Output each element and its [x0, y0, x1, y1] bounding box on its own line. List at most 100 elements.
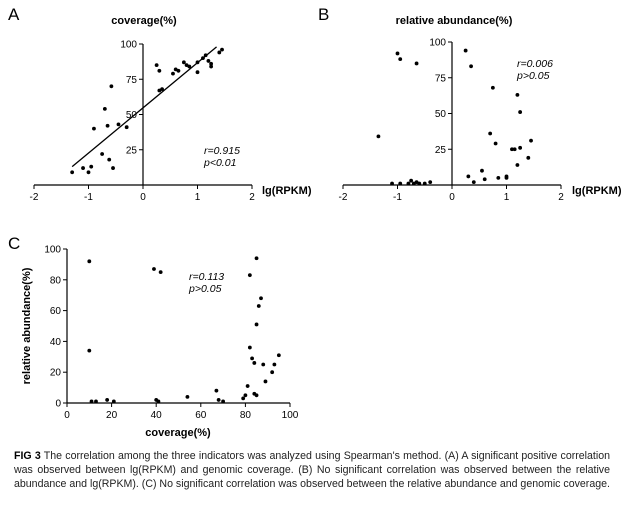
- panel-c-data-point: [105, 398, 110, 402]
- panel-b-x-tick-label: 0: [449, 192, 455, 203]
- panel-a-fit-line: [71, 46, 217, 168]
- panel-a-data-point: [105, 123, 110, 128]
- panel-b-data-point: [466, 174, 471, 179]
- panel-b-data-point: [482, 177, 487, 182]
- panel-b-data-point: [417, 181, 422, 186]
- panel-c-x-tick-label: 20: [106, 410, 118, 421]
- panel-a-data-point: [102, 106, 107, 111]
- panel-a-stat-p: p<0.01: [203, 157, 236, 169]
- panel-c-data-point: [221, 399, 226, 404]
- panel-c-stat-p: p>0.05: [188, 283, 222, 295]
- panel-c-data-point: [216, 398, 221, 402]
- panel-c-y-tick-label: 80: [50, 275, 62, 286]
- panel-a-data-point: [203, 53, 208, 58]
- panel-a-data-point: [157, 68, 162, 73]
- panel-b-y-tick-label: 25: [435, 145, 447, 156]
- panel-b-data-point: [515, 163, 520, 167]
- panel-c-data-point: [241, 396, 246, 401]
- panel-a-data-point: [160, 87, 164, 92]
- panel-c-data-point: [270, 370, 275, 375]
- panel-c-data-point: [272, 362, 277, 367]
- panel-c-x-tick-label: 60: [195, 410, 207, 421]
- panel-b-data-point: [463, 48, 468, 53]
- panel-a-data-point: [217, 50, 222, 55]
- panel-c-data-point: [247, 273, 252, 278]
- panel-c-y-tick-label: 60: [50, 306, 62, 317]
- panel-b-title: relative abundance(%): [396, 15, 513, 27]
- panel-c-data-point: [89, 399, 94, 404]
- panel-b-data-point: [469, 64, 473, 69]
- panel-b-data-point: [526, 155, 531, 160]
- panel-a-data-point: [107, 157, 112, 162]
- panel-a-data-point: [206, 59, 211, 63]
- panel-b-data-point: [504, 174, 509, 179]
- panel-c-data-point: [256, 304, 261, 308]
- panel-b-data-point: [471, 180, 476, 185]
- panel-c-y-tick-label: 0: [55, 399, 61, 410]
- panel-a-data-point: [220, 47, 224, 52]
- panel-a-data-point: [86, 170, 91, 175]
- panel-a-y-tick-label: 25: [126, 145, 138, 156]
- panel-a-letter: A: [8, 5, 20, 24]
- panel-a-data-point: [201, 56, 205, 60]
- panel-c-data-point: [158, 270, 163, 274]
- panel-c-data-point: [156, 399, 161, 404]
- panel-c-x-tick-label: 80: [240, 410, 252, 421]
- panel-c-data-point: [87, 348, 92, 353]
- panel-c-data-point: [261, 362, 266, 367]
- panel-c-x-tick-label: 0: [64, 410, 70, 421]
- panel-c-data-point: [245, 384, 250, 388]
- panel-b-data-point: [422, 181, 427, 186]
- panel-a-x-tick-label: 0: [140, 192, 146, 203]
- panel-b-data-point: [409, 178, 414, 183]
- panel-b-data-point: [406, 181, 411, 186]
- panel-a-data-point: [89, 164, 94, 169]
- panel-b-data-point: [518, 145, 523, 150]
- panel-c-data-point: [214, 388, 219, 393]
- panel-b-y-tick-label: 50: [435, 109, 447, 120]
- panel-b-data-point: [414, 61, 419, 66]
- panel-b-stat-r: r=0.006: [517, 58, 553, 70]
- panel-c-data-point: [254, 393, 259, 398]
- panel-c-data-point: [247, 345, 252, 350]
- panel-c-x-label: coverage(%): [145, 427, 211, 439]
- panel-a-x-tick-label: 1: [195, 192, 201, 203]
- panel-a-x-tick-label: -2: [30, 192, 39, 203]
- panel-a-x-tick-label: -1: [84, 192, 93, 203]
- panel-c-y-tick-label: 40: [50, 337, 62, 348]
- panel-b-data-point: [480, 168, 484, 173]
- panel-c-letter: C: [8, 234, 20, 253]
- panel-b-data-point: [496, 175, 501, 180]
- panel-a-data-point: [109, 84, 114, 89]
- panel-b-data-point: [390, 181, 394, 186]
- panel-a-data-point: [176, 68, 181, 73]
- panel-c-data-point: [243, 393, 248, 398]
- panel-b-x-tick-label: 2: [558, 192, 564, 203]
- panel-a-data-point: [195, 70, 200, 75]
- panel-c-data-point: [87, 259, 92, 264]
- panel-a-x-tick-label: 2: [249, 192, 255, 203]
- panel-b-data-point: [510, 147, 514, 152]
- panel-c-data-point: [250, 356, 254, 361]
- panel-c-y-tick-label: 100: [44, 245, 61, 256]
- panel-c-x-tick-label: 40: [151, 410, 163, 421]
- panel-b-stat-p: p>0.05: [516, 70, 550, 82]
- panel-a-title: coverage(%): [111, 15, 177, 27]
- panel-b-data-point: [428, 180, 433, 185]
- panel-b-data-point: [515, 93, 520, 97]
- panel-b-x-tick-label: -2: [339, 192, 348, 203]
- panel-c-data-point: [94, 399, 98, 404]
- panel-b-letter: B: [318, 5, 329, 24]
- panel-c-data-point: [185, 394, 190, 399]
- panel-b-data-point: [529, 138, 533, 143]
- panel-b-data-point: [376, 134, 381, 139]
- panel-b-x-tick-label: 1: [504, 192, 510, 203]
- panel-b-y-tick-label: 75: [435, 73, 447, 84]
- panel-a-stat-r: r=0.915: [204, 145, 240, 157]
- figure-caption: FIG 3 The correlation among the three in…: [14, 449, 610, 491]
- panel-a-x-label: lg(RPKM): [262, 185, 312, 197]
- panel-c-data-point: [259, 296, 263, 301]
- panel-b-data-point: [518, 110, 523, 114]
- panel-c-y-tick-label: 20: [50, 368, 62, 379]
- panel-b-y-tick-label: 100: [429, 38, 446, 49]
